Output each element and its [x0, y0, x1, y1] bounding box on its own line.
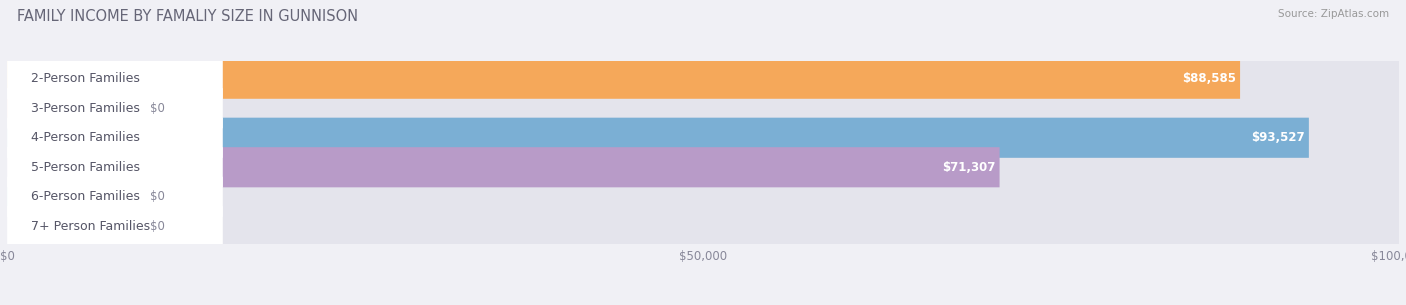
FancyBboxPatch shape — [7, 206, 139, 246]
Text: 7+ Person Families: 7+ Person Families — [31, 220, 150, 233]
FancyBboxPatch shape — [7, 206, 1399, 246]
FancyBboxPatch shape — [7, 177, 222, 217]
Text: $88,585: $88,585 — [1182, 72, 1236, 85]
Text: $0: $0 — [150, 102, 166, 115]
FancyBboxPatch shape — [7, 206, 222, 246]
FancyBboxPatch shape — [7, 147, 1000, 187]
Text: 4-Person Families: 4-Person Families — [31, 131, 141, 144]
FancyBboxPatch shape — [7, 177, 1399, 217]
FancyBboxPatch shape — [7, 147, 1399, 187]
FancyBboxPatch shape — [7, 118, 1399, 158]
Text: 6-Person Families: 6-Person Families — [31, 190, 141, 203]
FancyBboxPatch shape — [7, 147, 222, 187]
FancyBboxPatch shape — [7, 88, 222, 128]
Text: 3-Person Families: 3-Person Families — [31, 102, 141, 115]
FancyBboxPatch shape — [7, 59, 222, 99]
FancyBboxPatch shape — [7, 88, 139, 128]
Text: $0: $0 — [150, 190, 166, 203]
Text: Source: ZipAtlas.com: Source: ZipAtlas.com — [1278, 9, 1389, 19]
FancyBboxPatch shape — [7, 118, 1309, 158]
Text: 5-Person Families: 5-Person Families — [31, 161, 141, 174]
FancyBboxPatch shape — [7, 88, 1399, 128]
FancyBboxPatch shape — [7, 118, 222, 158]
FancyBboxPatch shape — [7, 177, 139, 217]
FancyBboxPatch shape — [7, 59, 1240, 99]
Text: $0: $0 — [150, 220, 166, 233]
FancyBboxPatch shape — [7, 59, 1399, 99]
Text: FAMILY INCOME BY FAMALIY SIZE IN GUNNISON: FAMILY INCOME BY FAMALIY SIZE IN GUNNISO… — [17, 9, 359, 24]
Text: 2-Person Families: 2-Person Families — [31, 72, 141, 85]
Text: $71,307: $71,307 — [942, 161, 995, 174]
Text: $93,527: $93,527 — [1251, 131, 1305, 144]
